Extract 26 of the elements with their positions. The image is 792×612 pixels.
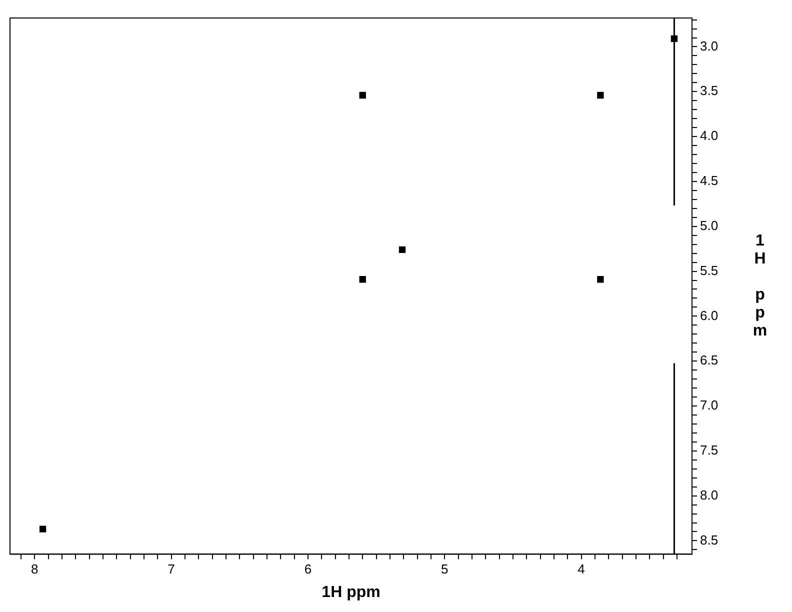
point <box>398 246 406 254</box>
point <box>597 92 604 99</box>
x-tick-label: 6 <box>304 562 312 577</box>
y-tick-label: 4.5 <box>700 173 718 188</box>
y-tick-label: 6.0 <box>700 308 718 323</box>
y-tick-label: 7.5 <box>700 442 718 458</box>
y-tick-label: 7.0 <box>700 398 718 413</box>
y-tick-label: 5.0 <box>700 218 718 233</box>
x-axis-title: 1H ppm <box>322 584 380 601</box>
y-tick-label: 4.0 <box>700 128 718 144</box>
x-tick-label: 7 <box>168 562 175 577</box>
point <box>359 276 366 283</box>
x-tick-label: 8 <box>30 562 38 577</box>
y-tick-label: 8.5 <box>700 532 718 548</box>
y-tick-label: 6.5 <box>700 352 718 368</box>
x-tick-label: 4 <box>578 562 585 577</box>
point <box>670 35 678 42</box>
y-tick-label: 3.5 <box>700 83 718 98</box>
y-tick-label: 5.5 <box>700 262 718 278</box>
point <box>39 526 46 532</box>
point <box>359 92 366 99</box>
y-axis-title: 1H ppm <box>752 232 768 340</box>
x-tick-label: 5 <box>441 562 448 577</box>
y-tick-label: 8.0 <box>700 487 718 502</box>
point <box>597 276 604 283</box>
y-tick-label: 3.0 <box>700 38 718 54</box>
